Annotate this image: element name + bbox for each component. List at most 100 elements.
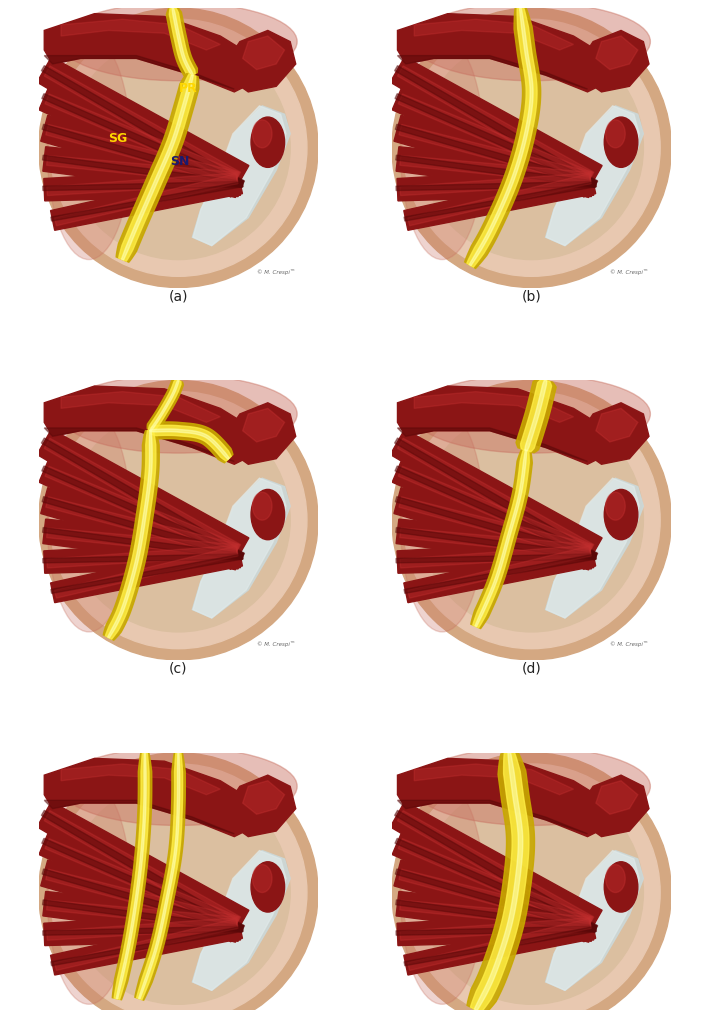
Polygon shape	[398, 438, 594, 558]
Circle shape	[50, 764, 307, 1010]
Polygon shape	[121, 75, 193, 260]
Polygon shape	[525, 380, 547, 450]
Polygon shape	[39, 85, 246, 197]
Ellipse shape	[60, 747, 297, 825]
Polygon shape	[50, 169, 242, 230]
Polygon shape	[395, 124, 597, 187]
Polygon shape	[399, 870, 592, 930]
Polygon shape	[55, 174, 239, 226]
Polygon shape	[398, 386, 616, 465]
Polygon shape	[400, 918, 591, 940]
Polygon shape	[229, 403, 296, 465]
Polygon shape	[108, 430, 152, 638]
Polygon shape	[394, 488, 598, 570]
Polygon shape	[51, 554, 243, 594]
Polygon shape	[166, 7, 197, 78]
Polygon shape	[43, 553, 243, 563]
Polygon shape	[37, 57, 249, 197]
Ellipse shape	[604, 862, 638, 912]
Polygon shape	[414, 764, 574, 795]
Polygon shape	[396, 519, 595, 569]
Polygon shape	[40, 488, 244, 570]
Text: © M. Crespi™: © M. Crespi™	[610, 269, 648, 275]
Polygon shape	[44, 14, 262, 92]
Polygon shape	[44, 66, 241, 185]
Polygon shape	[397, 168, 594, 201]
Polygon shape	[400, 156, 591, 185]
Ellipse shape	[251, 490, 285, 539]
Ellipse shape	[400, 36, 484, 260]
Circle shape	[420, 781, 643, 1004]
Ellipse shape	[606, 492, 626, 520]
Polygon shape	[399, 497, 592, 558]
Polygon shape	[394, 115, 598, 198]
Polygon shape	[147, 379, 183, 433]
Text: SG: SG	[109, 132, 128, 145]
Polygon shape	[112, 752, 152, 1000]
Polygon shape	[396, 182, 596, 191]
Polygon shape	[243, 781, 285, 814]
Polygon shape	[61, 392, 220, 422]
Polygon shape	[172, 8, 193, 76]
Polygon shape	[395, 438, 598, 560]
Polygon shape	[400, 545, 591, 568]
Polygon shape	[119, 74, 196, 262]
Polygon shape	[404, 554, 596, 594]
Ellipse shape	[400, 408, 484, 632]
Polygon shape	[47, 528, 238, 557]
Polygon shape	[545, 106, 643, 245]
Text: (d): (d)	[522, 662, 542, 676]
Polygon shape	[392, 85, 600, 197]
Polygon shape	[408, 174, 591, 226]
Ellipse shape	[413, 375, 650, 453]
Polygon shape	[193, 850, 286, 990]
Polygon shape	[404, 169, 596, 230]
Polygon shape	[395, 497, 597, 560]
Polygon shape	[43, 146, 241, 197]
Polygon shape	[404, 182, 596, 221]
Polygon shape	[43, 900, 243, 932]
Polygon shape	[596, 36, 638, 70]
Circle shape	[403, 19, 660, 277]
Ellipse shape	[251, 117, 285, 168]
Polygon shape	[104, 430, 159, 640]
Polygon shape	[471, 752, 529, 1010]
Polygon shape	[55, 918, 239, 971]
Polygon shape	[44, 428, 234, 462]
Polygon shape	[51, 926, 243, 966]
Ellipse shape	[60, 375, 297, 453]
Polygon shape	[44, 759, 262, 836]
Polygon shape	[45, 838, 240, 929]
Polygon shape	[42, 869, 244, 932]
Polygon shape	[47, 900, 238, 929]
Polygon shape	[516, 379, 556, 452]
Polygon shape	[192, 106, 290, 245]
Polygon shape	[404, 914, 596, 975]
Polygon shape	[42, 124, 244, 187]
Circle shape	[67, 36, 290, 260]
Polygon shape	[545, 850, 643, 990]
Polygon shape	[47, 545, 237, 568]
Circle shape	[420, 408, 643, 632]
Circle shape	[38, 8, 318, 288]
Polygon shape	[43, 892, 241, 941]
Polygon shape	[391, 429, 602, 570]
Polygon shape	[394, 860, 598, 942]
Ellipse shape	[606, 865, 626, 893]
Polygon shape	[395, 527, 596, 560]
Polygon shape	[395, 156, 596, 187]
Polygon shape	[43, 182, 243, 191]
Polygon shape	[41, 438, 244, 560]
Circle shape	[403, 764, 660, 1010]
Polygon shape	[396, 892, 595, 941]
Ellipse shape	[413, 747, 650, 825]
Polygon shape	[151, 425, 231, 462]
Polygon shape	[398, 759, 616, 836]
Polygon shape	[408, 918, 591, 971]
Polygon shape	[151, 422, 233, 463]
Polygon shape	[546, 850, 639, 990]
Polygon shape	[37, 802, 249, 941]
Polygon shape	[44, 912, 241, 945]
Polygon shape	[47, 918, 237, 940]
Polygon shape	[192, 850, 290, 990]
